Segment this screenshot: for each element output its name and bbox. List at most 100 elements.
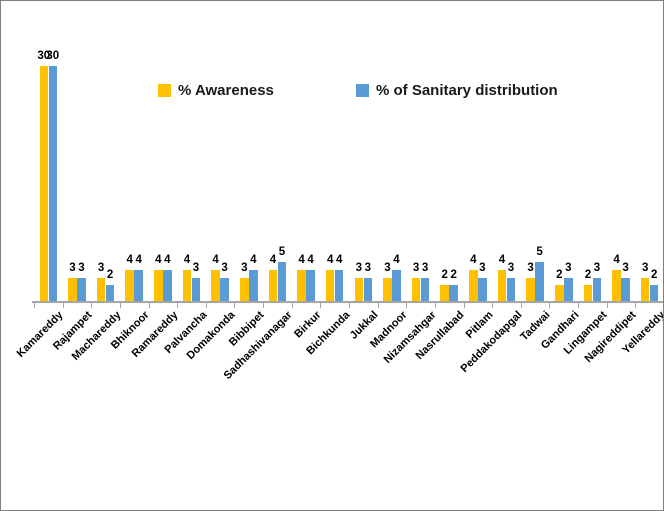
bar <box>240 277 249 301</box>
bar <box>621 277 630 301</box>
bar <box>583 285 593 301</box>
bar-value-label: 5 <box>536 245 543 258</box>
bar-value-label: 3 <box>593 261 601 274</box>
x-axis-tick <box>549 303 551 308</box>
bar <box>325 269 335 301</box>
x-axis-tick <box>148 303 150 308</box>
legend-swatch-distribution-icon <box>356 84 369 97</box>
x-axis-tick <box>578 303 580 308</box>
bar-value-label: 4 <box>335 253 343 266</box>
bar <box>383 277 392 301</box>
bar <box>449 285 458 301</box>
x-axis-tick <box>635 303 637 308</box>
x-axis-tick <box>177 303 179 308</box>
x-axis-tick <box>62 303 64 308</box>
x-axis-tick <box>406 303 408 308</box>
bar <box>105 285 115 301</box>
bar <box>211 269 220 301</box>
bar <box>420 277 430 301</box>
bar-value-label: 2 <box>650 269 658 282</box>
bar <box>249 269 258 301</box>
x-axis-tick <box>606 303 608 308</box>
bar-value-label: 4 <box>183 253 191 266</box>
bar <box>68 277 77 301</box>
bar <box>535 261 544 301</box>
bar <box>220 277 229 301</box>
bar <box>154 269 163 301</box>
x-axis-tick <box>520 303 522 308</box>
legend-item-awareness: % Awareness <box>158 82 274 99</box>
bar-value-label: 3 <box>97 261 105 274</box>
bar-value-label: 3 <box>221 261 228 274</box>
bar <box>182 269 192 301</box>
bar-value-label: 4 <box>498 253 506 266</box>
bar <box>96 277 106 301</box>
x-axis-tick <box>377 303 379 308</box>
bar <box>363 277 373 301</box>
bar-value-label: 4 <box>164 253 171 266</box>
bar-value-label: 3 <box>421 261 429 274</box>
bar-value-label: 2 <box>441 269 448 282</box>
bar <box>555 285 564 301</box>
bar-value-label: 4 <box>250 253 257 266</box>
bar-value-label: 4 <box>135 253 142 266</box>
bar <box>191 277 201 301</box>
x-axis-tick <box>492 303 494 308</box>
bar-value-label: 3 <box>78 261 85 274</box>
bar <box>77 277 86 301</box>
bar-value-label: 3 <box>355 261 363 274</box>
bar <box>526 277 535 301</box>
bar-value-label: 3 <box>364 261 372 274</box>
x-axis-tick <box>263 303 265 308</box>
x-axis-tick <box>434 303 436 308</box>
x-axis-tick <box>320 303 322 308</box>
x-axis-tick <box>291 303 293 308</box>
bar <box>612 269 621 301</box>
bar <box>48 66 58 301</box>
bar <box>440 285 449 301</box>
bar-value-label: 4 <box>307 253 314 266</box>
bar-value-label: 3 <box>412 261 420 274</box>
bar-value-label: 3 <box>384 261 391 274</box>
bar <box>469 269 478 301</box>
bar-value-label: 4 <box>393 253 400 266</box>
x-axis-tick <box>463 303 465 308</box>
bar-value-label: 3 <box>641 261 649 274</box>
bar-value-label: 3 <box>507 261 515 274</box>
bar-value-label: 30 <box>37 50 51 63</box>
bar-value-label: 30 <box>46 50 60 63</box>
x-axis-tick <box>234 303 236 308</box>
bar <box>497 269 507 301</box>
x-axis-tick <box>349 303 350 308</box>
bar-value-label: 2 <box>450 269 457 282</box>
legend-item-distribution: % of Sanitary distribution <box>356 82 558 99</box>
bar <box>334 269 344 301</box>
bar <box>125 269 134 301</box>
bar <box>134 269 143 301</box>
bar <box>640 277 650 301</box>
bar <box>354 277 364 301</box>
bar-value-label: 2 <box>556 269 563 282</box>
bar <box>163 269 172 301</box>
bar-value-label: 3 <box>241 261 248 274</box>
bar <box>478 277 487 301</box>
bar <box>392 269 401 301</box>
x-axis-tick <box>91 303 93 308</box>
bar <box>649 285 659 301</box>
x-axis-tick <box>34 303 35 308</box>
bar-value-label: 5 <box>278 245 286 258</box>
bar-value-label: 4 <box>126 253 133 266</box>
bar-value-label: 4 <box>212 253 219 266</box>
x-axis-tick <box>205 303 207 308</box>
bar <box>297 269 306 301</box>
bar <box>306 269 315 301</box>
bar-value-label: 4 <box>470 253 477 266</box>
legend-swatch-awareness-icon <box>158 84 171 97</box>
bar <box>39 66 49 301</box>
bar-value-label: 4 <box>298 253 305 266</box>
bar-value-label: 2 <box>584 269 592 282</box>
x-axis-line <box>32 301 663 303</box>
bar <box>411 277 421 301</box>
bar <box>268 269 278 301</box>
